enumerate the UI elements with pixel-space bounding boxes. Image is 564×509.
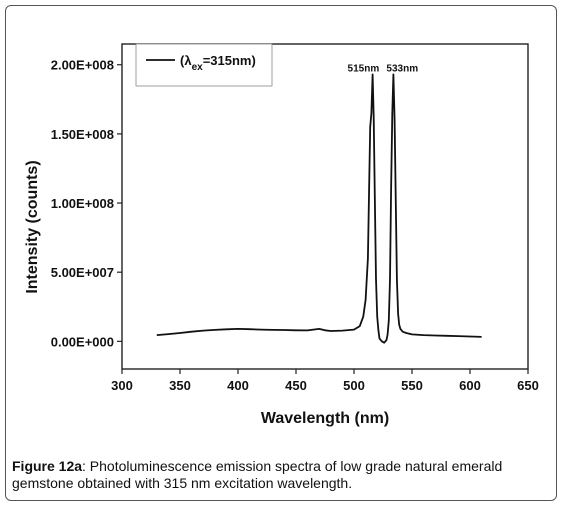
y-tick-label: 0.00E+000 [51,334,114,349]
y-tick-label: 2.00E+008 [51,58,114,73]
peak-annotation: 515nm [348,63,380,74]
x-tick-label: 600 [459,378,481,393]
x-tick-label: 400 [227,378,249,393]
peak-annotation: 533nm [386,63,418,74]
plot-area [121,43,529,370]
figure-caption: Figure 12a: Photoluminescence emission s… [12,458,552,492]
x-axis-label: Wavelength (nm) [261,410,389,427]
caption-label: Figure 12a [12,458,83,474]
figure-frame [5,5,557,501]
x-tick-label: 450 [285,378,307,393]
legend-box [135,43,273,87]
x-tick-label: 300 [111,378,133,393]
spectrum-line [156,73,482,344]
y-tick-label: 1.00E+008 [51,196,114,211]
legend-label: (λex=315nm) [180,53,256,73]
y-axis-label: Intensity (counts) [24,160,41,293]
x-tick-label: 650 [517,378,539,393]
caption-text: : Photoluminescence emission spectra of … [12,458,503,491]
y-tick-label: 1.50E+008 [51,127,114,142]
x-tick-label: 550 [401,378,423,393]
y-tick-label: 5.00E+007 [51,265,114,280]
x-tick-label: 350 [169,378,191,393]
x-tick-label: 500 [343,378,365,393]
